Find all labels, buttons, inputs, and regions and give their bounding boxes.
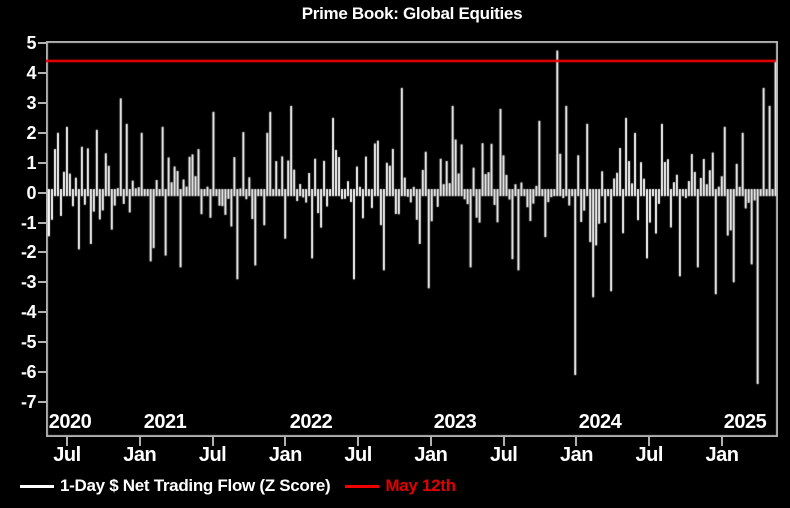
chart-title: Prime Book: Global Equities <box>301 4 523 23</box>
x-tick-mark <box>284 437 287 446</box>
y-tick-label: -6 <box>20 362 37 383</box>
y-tick-label: -7 <box>20 392 37 413</box>
y-tick-label: -1 <box>20 212 37 233</box>
legend: 1-Day $ Net Trading Flow (Z Score) May 1… <box>20 476 456 496</box>
y-tick-mark <box>38 71 46 74</box>
x-tick-label-month: Jan <box>268 444 302 466</box>
x-tick-label-year: 2025 <box>723 411 767 433</box>
x-tick-label-month: Jan <box>414 444 448 466</box>
x-tick-label-year: 2020 <box>48 411 92 433</box>
y-tick-label: -2 <box>20 242 37 263</box>
legend-series-label: 1-Day $ Net Trading Flow (Z Score) <box>60 476 331 495</box>
y-tick-label: -4 <box>20 302 37 323</box>
y-tick-label: 4 <box>26 62 36 83</box>
y-tick-mark <box>38 101 46 104</box>
legend-line-swatch-white <box>20 484 54 488</box>
x-tick-mark <box>429 437 432 446</box>
y-tick-label: -3 <box>20 272 37 293</box>
x-tick-label-month: Jul <box>198 444 227 466</box>
x-tick-label-year: 2023 <box>433 411 477 433</box>
x-tick-label-month: Jul <box>489 444 518 466</box>
y-tick-label: 0 <box>26 182 36 203</box>
y-tick-label: 5 <box>26 33 36 53</box>
x-tick-label-month: Jan <box>559 444 593 466</box>
x-tick-label-month: Jul <box>53 444 81 466</box>
y-tick-label: 2 <box>26 122 36 143</box>
x-tick-mark <box>721 437 724 446</box>
x-tick-mark <box>575 437 578 446</box>
x-tick-mark <box>357 437 360 446</box>
x-tick-label-year: 2024 <box>578 411 622 433</box>
y-tick-mark <box>38 191 46 194</box>
x-tick-label-year: 2022 <box>289 411 333 433</box>
legend-reference-label: May 12th <box>385 476 456 495</box>
y-tick-mark <box>38 251 46 254</box>
y-tick-mark <box>38 371 46 374</box>
y-tick-mark <box>38 42 46 44</box>
bars-plot <box>46 41 778 437</box>
x-tick-label-month: Jan <box>705 444 739 466</box>
y-tick-mark <box>38 221 46 224</box>
x-tick-label-year: 2021 <box>143 411 187 433</box>
x-tick-label-month: Jan <box>123 444 157 466</box>
y-tick-label: -5 <box>20 332 37 353</box>
y-tick-label: 3 <box>26 92 36 113</box>
x-tick-mark <box>211 437 214 446</box>
legend-line-swatch-red <box>345 484 380 488</box>
y-tick-mark <box>38 401 46 404</box>
y-tick-mark <box>38 161 46 164</box>
y-tick-mark <box>38 131 46 134</box>
x-tick-label-month: Jul <box>344 444 372 466</box>
y-tick-mark <box>38 281 46 284</box>
y-tick-mark <box>38 341 46 344</box>
x-tick-mark <box>648 437 651 446</box>
x-tick-mark <box>66 437 68 446</box>
x-tick-label-month: Jul <box>635 444 664 466</box>
y-tick-label: 1 <box>26 152 36 173</box>
x-tick-mark <box>138 437 141 446</box>
y-tick-mark <box>38 311 46 314</box>
x-tick-mark <box>502 437 505 446</box>
